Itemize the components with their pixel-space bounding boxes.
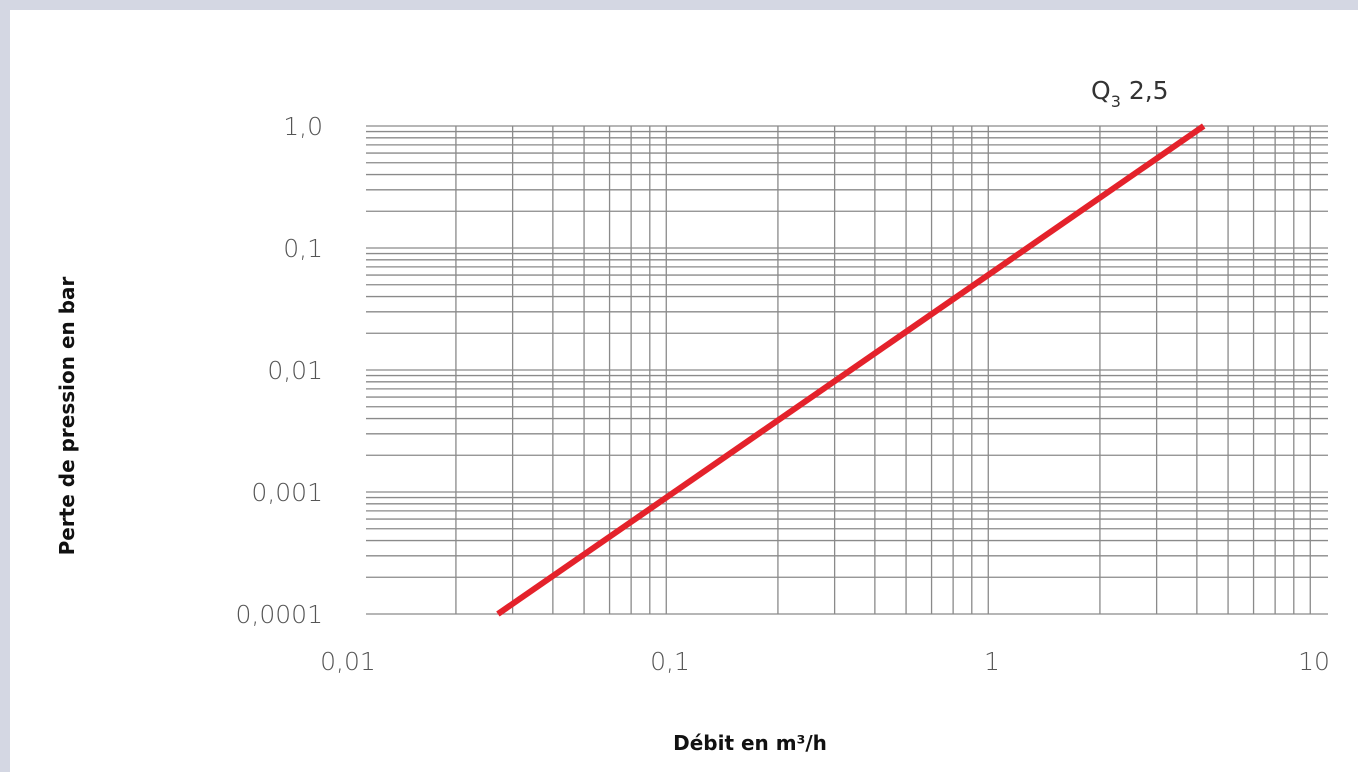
q3-annotation: Q3 2,5 bbox=[1091, 76, 1169, 111]
q3-label-main: Q bbox=[1091, 76, 1111, 105]
pressure-loss-chart: 0,0001 0,001 0,01 0,1 1,0 0,01 0,1 1 10 Débit e… bbox=[55, 76, 1330, 755]
y-axis-title: Perte de pression en bar bbox=[55, 276, 79, 555]
y-tick-label: 0,0001 bbox=[236, 600, 323, 629]
series-group bbox=[496, 123, 1206, 617]
x-tick-label: 10 bbox=[1298, 647, 1330, 676]
q3-label-subscript: 3 bbox=[1111, 92, 1121, 111]
x-tick-label: 0,1 bbox=[650, 647, 690, 676]
x-tick-label: 0,01 bbox=[320, 647, 376, 676]
x-tick-labels: 0,01 0,1 1 10 bbox=[320, 647, 1330, 676]
x-axis-title: Débit en m³/h bbox=[673, 731, 827, 755]
x-tick-label: 1 bbox=[984, 647, 1000, 676]
series-line bbox=[496, 123, 1206, 617]
q3-label-value: 2,5 bbox=[1121, 76, 1169, 105]
y-tick-label: 0,01 bbox=[267, 356, 323, 385]
y-tick-label: 0,001 bbox=[251, 478, 323, 507]
y-tick-labels: 0,0001 0,001 0,01 0,1 1,0 bbox=[236, 112, 323, 629]
y-tick-label: 0,1 bbox=[283, 234, 323, 263]
grid-lines bbox=[366, 125, 1328, 615]
y-tick-label: 1,0 bbox=[283, 112, 323, 141]
